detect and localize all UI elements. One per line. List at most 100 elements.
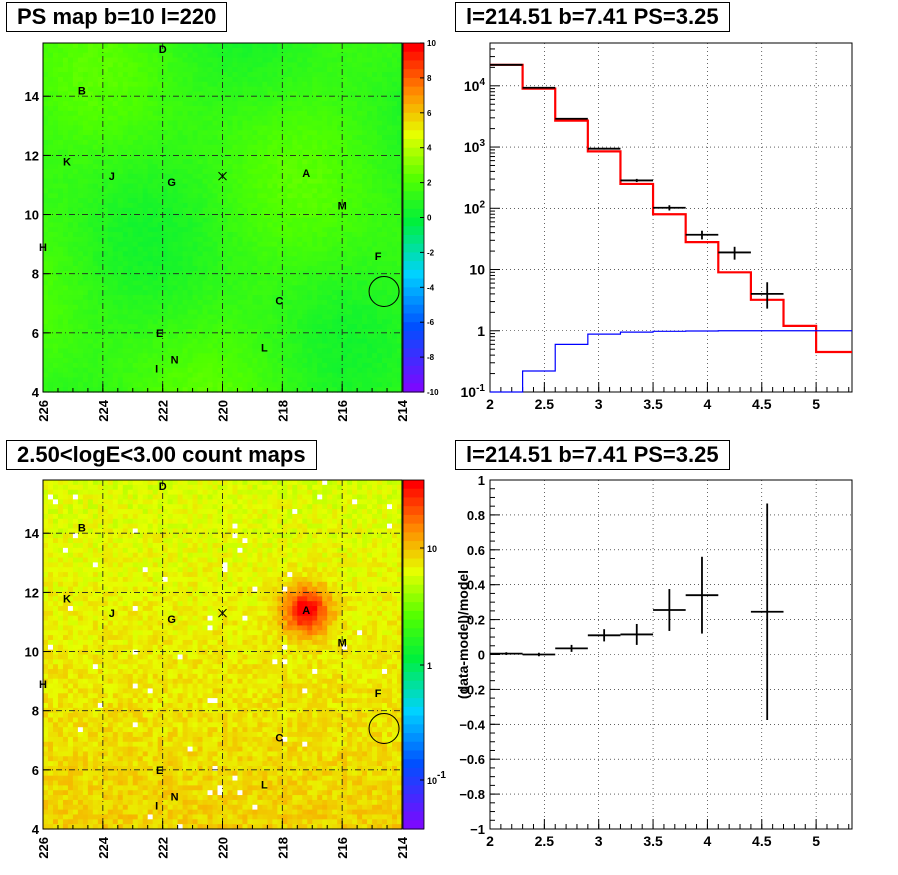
map-y-tick-label: 4 — [32, 385, 40, 400]
center-cross-mark — [218, 608, 227, 618]
residual-x-tick-label: 2.5 — [535, 833, 555, 849]
colorbar-segment — [403, 77, 424, 88]
source-label-G: G — [167, 177, 176, 189]
spectrum-frame — [489, 42, 853, 393]
colorbar-segment — [403, 645, 424, 656]
colorbar-segment — [403, 575, 424, 586]
colorbar-segment — [403, 488, 424, 499]
colorbar-segment — [403, 706, 424, 717]
colorbar-segment — [403, 514, 424, 525]
spectrum-y-tick-label: 1 — [477, 323, 485, 339]
spectrum-x-tick-label: 4 — [704, 396, 712, 412]
colorbar-tick-label: -8 — [427, 353, 435, 362]
colorbar-segment — [403, 549, 424, 560]
residual-x-tick-label: 4.5 — [752, 833, 772, 849]
residual-y-tick-label: −1 — [470, 822, 485, 837]
residual-y-tick-label: 0 — [478, 648, 485, 663]
colorbar-segment — [403, 191, 424, 201]
map-x-tick-label: 226 — [36, 400, 51, 422]
map-y-tick-label: 10 — [25, 208, 39, 223]
colorbar-segment — [403, 43, 424, 53]
colorbar-segment — [403, 663, 424, 673]
colorbar-segment — [403, 95, 424, 105]
spectrum-x-tick-label: 2.5 — [535, 396, 555, 412]
residual-y-axis-label: (data-model)/model — [455, 570, 471, 699]
colorbar-segment — [403, 348, 424, 358]
map-x-tick-label: 216 — [335, 400, 350, 422]
colorbar-segment — [403, 304, 424, 315]
colorbar-tick-label: -10 — [427, 388, 439, 397]
colorbar-segment — [403, 680, 424, 690]
colorbar-tick-label: 10 — [427, 39, 436, 48]
spectrum-y-tick-label: 103 — [464, 138, 486, 155]
colorbar-segment — [403, 147, 424, 158]
source-label-K: K — [63, 593, 71, 605]
spectrum-x-tick-label: 3 — [595, 396, 603, 412]
source-label-J: J — [109, 171, 115, 183]
colorbar-segment — [403, 820, 424, 830]
model-step-red — [490, 63, 852, 354]
source-label-A: A — [302, 605, 310, 617]
map-x-tick-label: 216 — [335, 837, 350, 859]
colorbar-segment — [403, 330, 424, 341]
colorbar-segment — [403, 112, 424, 123]
colorbar-segment — [403, 523, 424, 533]
colorbar-segment — [403, 138, 424, 149]
residual-y-tick-label: −0.8 — [459, 787, 485, 802]
colorbar-segment — [403, 628, 424, 638]
colorbar-segment — [403, 322, 424, 332]
map-x-tick-label: 222 — [156, 400, 171, 422]
colorbar-segment — [403, 802, 424, 813]
colorbar-tick-label: -2 — [427, 248, 435, 257]
colorbar-segment — [403, 269, 424, 280]
residual-y-tick-label: −0.2 — [459, 682, 485, 697]
colorbar-tick-label: -6 — [427, 318, 435, 327]
spectrum-y-tick-label: 104 — [464, 77, 486, 94]
colorbar-segment — [403, 767, 424, 778]
colorbar-segment — [403, 480, 424, 490]
colorbar-segment — [403, 121, 424, 131]
colorbar-segment — [403, 374, 424, 384]
colorbar-segment — [403, 698, 424, 708]
source-label-F: F — [375, 688, 382, 700]
colorbar-frame — [402, 479, 425, 830]
source-label-L: L — [261, 343, 268, 355]
map-x-tick-label: 224 — [96, 836, 111, 858]
colorbar-segment — [403, 287, 424, 297]
colorbar-segment — [403, 637, 424, 647]
map-y-tick-label: 12 — [25, 585, 39, 600]
source-label-B: B — [78, 522, 86, 534]
colorbar-segment — [403, 60, 424, 70]
source-label-G: G — [167, 614, 176, 626]
colorbar-segment — [403, 208, 424, 219]
colorbar-tick-label: 8 — [427, 74, 432, 83]
residual-y-tick-label: 0.4 — [467, 578, 486, 593]
spectrum-title: l=214.51 b=7.41 PS=3.25 — [455, 2, 730, 32]
source-label-L: L — [261, 780, 268, 792]
source-label-D: D — [159, 44, 167, 56]
colorbar-segment — [403, 104, 424, 114]
source-label-K: K — [63, 156, 71, 168]
colorbar-segment — [403, 741, 424, 752]
source-label-F: F — [375, 251, 382, 263]
colorbar-segment — [403, 86, 424, 96]
spectrum-y-tick-label: 10-1 — [461, 383, 486, 400]
colorbar-segment — [403, 339, 424, 349]
colorbar-segment — [403, 226, 424, 236]
colorbar-segment — [403, 51, 424, 62]
residual-y-tick-label: −0.6 — [459, 752, 485, 767]
colorbar-segment — [403, 794, 424, 804]
colorbar-segment — [403, 261, 424, 271]
residual-x-tick-label: 3 — [595, 833, 603, 849]
center-cross-mark — [218, 171, 227, 181]
source-label-E: E — [156, 765, 163, 777]
map-x-tick-label: 226 — [36, 837, 51, 859]
map-y-tick-label: 12 — [25, 148, 39, 163]
source-label-E: E — [156, 328, 163, 340]
source-label-I: I — [155, 363, 158, 375]
colorbar-segment — [403, 593, 424, 603]
spectrum-x-tick-label: 2 — [486, 396, 494, 412]
map-x-tick-label: 218 — [275, 837, 290, 859]
colorbar-segment — [403, 296, 424, 306]
spectrum-x-tick-label: 3.5 — [643, 396, 663, 412]
